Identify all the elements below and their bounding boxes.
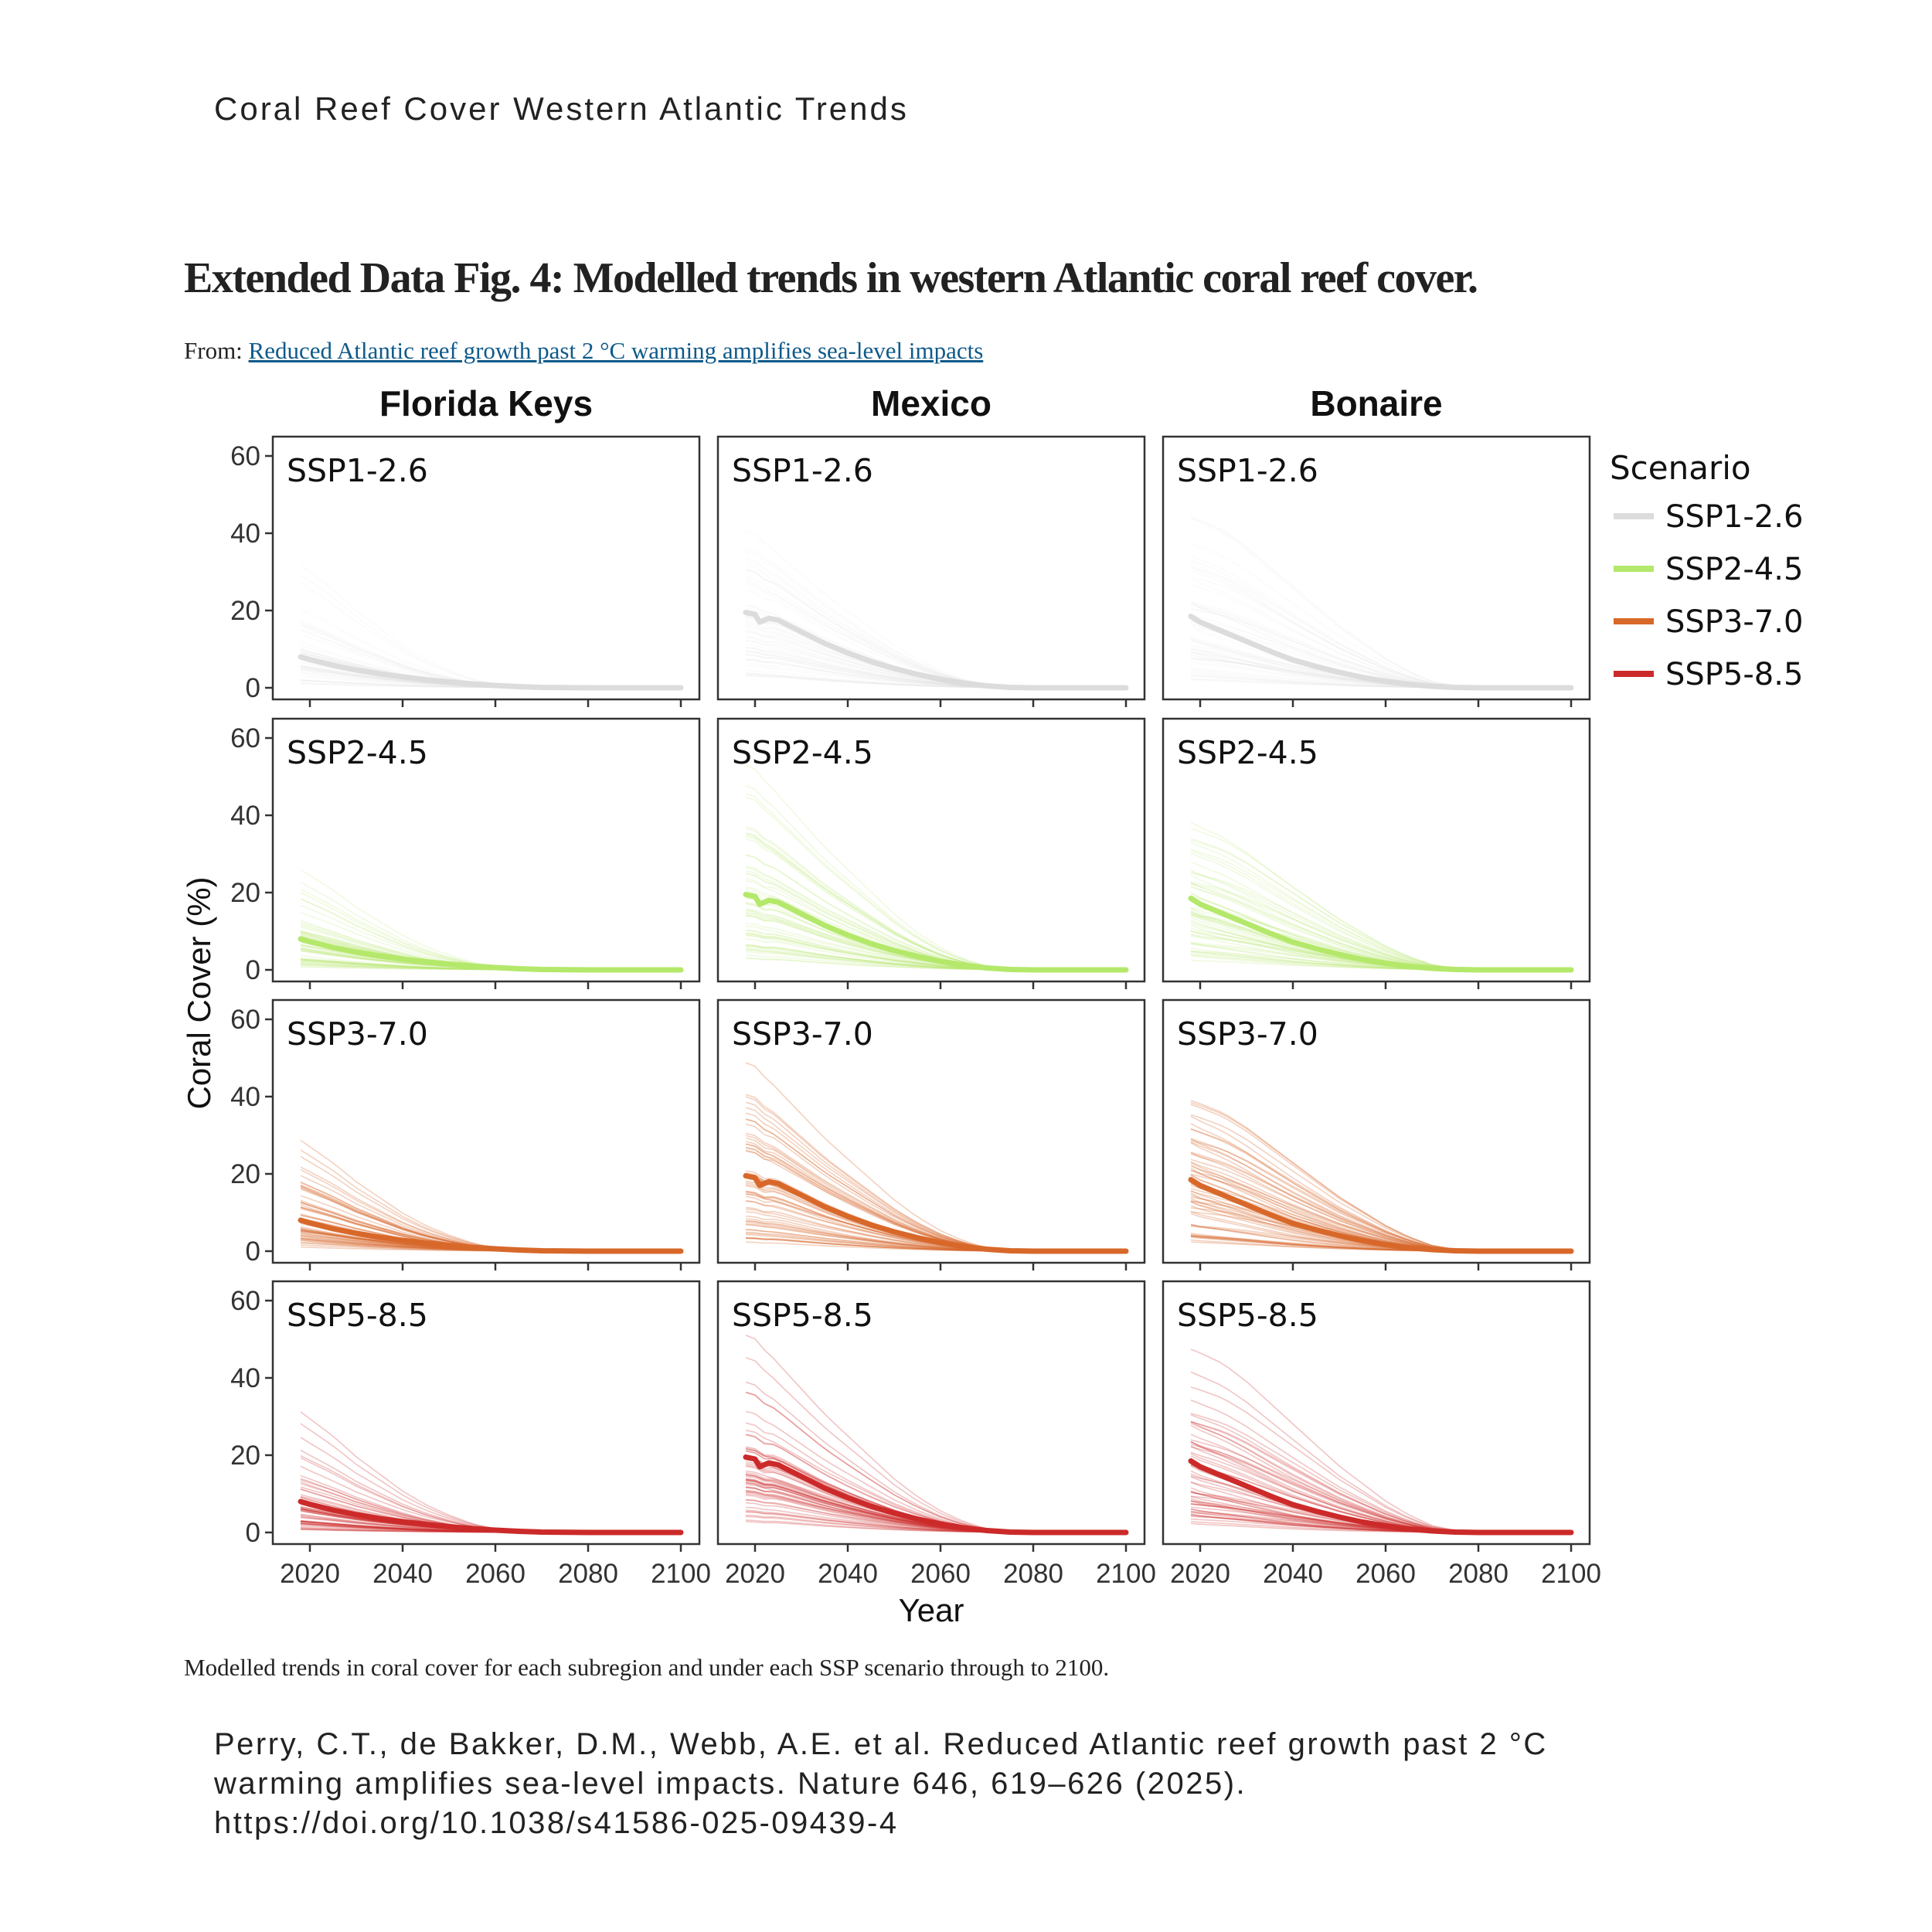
citation-line-2: warming amplifies sea-level impacts. Nat… [214,1767,1247,1801]
x-tick-label: 2100 [1096,1559,1156,1589]
x-tick-label: 2100 [651,1559,711,1589]
panel-label: SSP1-2.6 [1177,452,1318,489]
y-tick-label: 60 [230,723,260,753]
y-tick-label: 20 [230,596,260,626]
y-tick-label: 20 [230,878,260,908]
x-tick-label: 2080 [558,1559,618,1589]
y-tick-label: 60 [230,441,260,471]
column-title-bonaire: Bonaire [1310,383,1442,423]
x-tick-label: 2020 [1170,1559,1230,1589]
mean-line-ssp1-26-mexico [743,610,1129,691]
citation: Perry, C.T., de Bakker, D.M., Webb, A.E.… [214,1725,1682,1843]
x-tick-label: 2020 [280,1559,340,1589]
panel-label: SSP1-2.6 [287,452,428,489]
page-header-title: Coral Reef Cover Western Atlantic Trends [214,90,909,127]
source-line: From: Reduced Atlantic reef growth past … [184,337,983,365]
figure-caption: Modelled trends in coral cover for each … [184,1654,1110,1681]
mean-line-ssp2-45-bonaire [1188,896,1574,973]
legend-label: SSP3-7.0 [1665,604,1803,640]
mean-line-ssp1-26-bonaire [1188,614,1574,691]
x-tick-label: 2040 [818,1559,878,1589]
panel-label: SSP5-8.5 [732,1297,873,1334]
mean-line-ssp2-45-mexico [743,892,1129,973]
panel-ssp5-85-mexico [716,1280,1146,1546]
citation-line-1: Perry, C.T., de Bakker, D.M., Webb, A.E.… [214,1727,1548,1761]
mean-line-ssp3-70-bonaire [1188,1177,1574,1254]
panel-ssp5-85-bonaire [1162,1280,1591,1546]
panel-ssp3-70-florida-keys [271,998,701,1264]
panel-label: SSP2-4.5 [1177,734,1318,771]
y-tick-label: 20 [230,1159,260,1189]
panel-ssp3-70-mexico [716,998,1146,1264]
mean-line-ssp3-70-florida-keys [298,1217,684,1254]
panel-ssp2-45-florida-keys [271,717,701,983]
panel-ssp3-70-bonaire [1162,998,1591,1264]
panel-label: SSP2-4.5 [732,734,873,771]
y-tick-label: 40 [230,1363,260,1393]
citation-line-3[interactable]: https://doi.org/10.1038/s41586-025-09439… [214,1806,899,1840]
x-tick-label: 2060 [910,1559,971,1589]
x-tick-label: 2020 [725,1559,785,1589]
panel-ssp2-45-bonaire [1162,717,1591,983]
mean-line-ssp5-85-florida-keys [298,1498,684,1536]
y-tick-label: 0 [246,1518,260,1548]
y-tick-label: 0 [246,1236,260,1267]
y-tick-label: 60 [230,1005,260,1035]
panel-label: SSP5-8.5 [287,1297,428,1334]
mean-line-ssp5-85-mexico [743,1454,1129,1536]
panel-ssp5-85-florida-keys [271,1280,701,1546]
panel-ssp1-26-bonaire [1162,435,1591,701]
panel-label: SSP5-8.5 [1177,1297,1318,1334]
panel-label: SSP3-7.0 [1177,1015,1318,1053]
panel-label: SSP3-7.0 [287,1015,428,1053]
y-tick-label: 40 [230,801,260,831]
panel-ssp1-26-florida-keys [271,435,701,701]
x-tick-label: 2040 [372,1559,433,1589]
panel-label: SSP2-4.5 [287,734,428,771]
x-tick-label: 2060 [465,1559,526,1589]
y-tick-label: 0 [246,673,260,703]
legend-label: SSP5-8.5 [1665,657,1803,692]
y-tick-label: 60 [230,1286,260,1316]
x-tick-label: 2080 [1448,1559,1509,1589]
y-tick-label: 40 [230,1082,260,1112]
mean-line-ssp1-26-florida-keys [298,654,684,691]
x-tick-label: 2080 [1003,1559,1063,1589]
panel-label: SSP3-7.0 [732,1015,873,1053]
mean-line-ssp2-45-florida-keys [298,936,684,973]
y-axis-title: Coral Cover (%) [181,876,217,1109]
column-title-mexico: Mexico [871,383,992,423]
figure-title: Extended Data Fig. 4: Modelled trends in… [184,254,1478,302]
x-tick-label: 2060 [1355,1559,1416,1589]
panel-ssp2-45-mexico [716,717,1146,983]
legend-label: SSP1-2.6 [1665,499,1803,535]
column-title-florida-keys: Florida Keys [379,383,593,423]
y-tick-label: 20 [230,1440,260,1471]
panel-ssp1-26-mexico [716,435,1146,701]
source-label: From: [184,337,243,364]
legend-label: SSP2-4.5 [1665,552,1803,587]
legend-title: Scenario [1610,449,1751,487]
y-tick-label: 0 [246,955,260,985]
x-axis-title: Year [899,1592,964,1628]
x-tick-label: 2100 [1541,1559,1601,1589]
source-article-link[interactable]: Reduced Atlantic reef growth past 2 °C w… [248,337,984,364]
x-tick-label: 2040 [1263,1559,1323,1589]
mean-line-ssp5-85-bonaire [1188,1458,1574,1536]
y-tick-label: 40 [230,519,260,549]
panel-label: SSP1-2.6 [732,452,873,489]
mean-line-ssp3-70-mexico [743,1173,1129,1254]
